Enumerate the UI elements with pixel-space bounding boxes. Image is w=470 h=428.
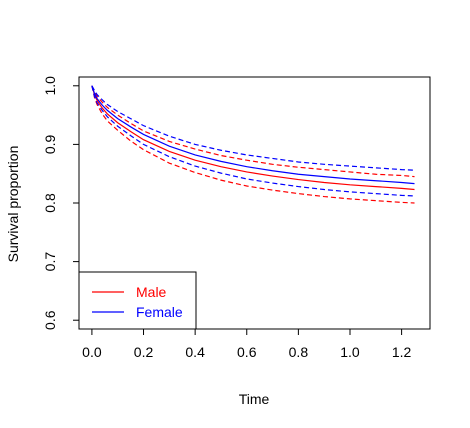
male-upper-line [91, 85, 415, 178]
female-estimate-line [91, 85, 415, 185]
x-tick-label: 0.2 [134, 344, 154, 360]
axes: 0.0 0.2 0.4 0.6 0.8 1.0 1.2 0.6 0.7 0.8 0.9 1.0 [42, 76, 431, 360]
x-axis-label: Time [239, 391, 270, 407]
plot-area [91, 85, 415, 204]
male-estimate-line [91, 85, 415, 191]
x-tick-label: 0.6 [237, 344, 257, 360]
y-tick-label: 1.0 [42, 76, 58, 96]
legend-label-female: Female [136, 304, 183, 320]
y-axis-label: Survival proportion [5, 146, 21, 263]
male-lower-line [91, 85, 415, 204]
legend-box [78, 271, 197, 330]
legend: Male Female [78, 271, 197, 330]
x-tick-label: 0.8 [289, 344, 309, 360]
y-tick-label: 0.6 [42, 310, 58, 330]
x-tick-label: 0.0 [82, 344, 102, 360]
x-tick-label: 1.2 [392, 344, 412, 360]
y-tick-label: 0.9 [42, 134, 58, 154]
y-tick-label: 0.7 [42, 252, 58, 272]
legend-label-male: Male [136, 284, 167, 300]
female-upper-line [91, 85, 415, 171]
female-lower-line [91, 85, 415, 197]
x-tick-label: 0.4 [185, 344, 205, 360]
y-tick-label: 0.8 [42, 193, 58, 213]
x-tick-label: 1.0 [340, 344, 360, 360]
